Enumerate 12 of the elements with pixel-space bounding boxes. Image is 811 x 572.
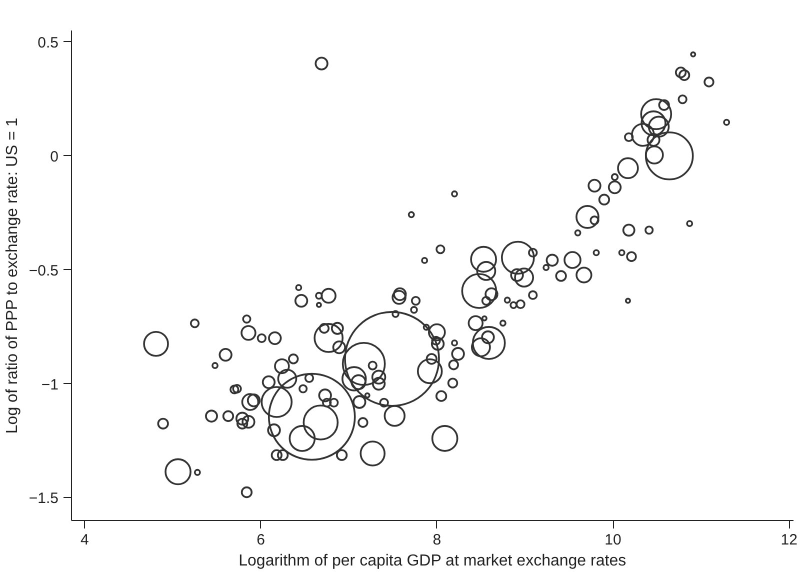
y-tick-label: −0.5 (28, 262, 59, 280)
y-tick-label: −1 (41, 376, 59, 394)
y-tick-label: 0.5 (38, 34, 59, 52)
x-tick-label: 4 (80, 532, 89, 548)
y-axis-title: Log of ratio of PPP to exchange rate: US = 1 (4, 118, 21, 434)
x-tick-label: 6 (256, 532, 265, 548)
x-tick-label: 12 (780, 532, 798, 548)
x-tick-label: 10 (604, 532, 622, 548)
y-tick-label: 0 (50, 148, 58, 166)
x-axis-title: Logarithm of per capita GDP at market exchange rates (238, 552, 626, 570)
y-tick-label: −1.5 (28, 490, 59, 508)
x-tick-label: 8 (432, 532, 442, 548)
